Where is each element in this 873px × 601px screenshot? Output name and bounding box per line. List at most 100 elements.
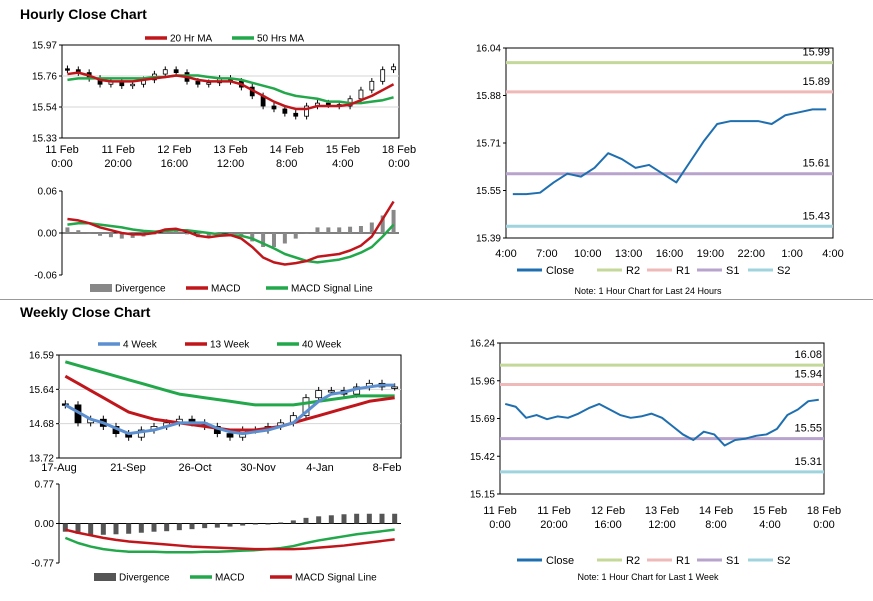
weekly-divergence-bar	[392, 513, 398, 524]
hourly-24h-xtick: 19:00	[697, 248, 725, 260]
hourly-24h-legend-label: R2	[626, 265, 640, 277]
hourly-price-candle	[391, 66, 396, 71]
weekly-macd-ytick-label: 0.00	[35, 519, 55, 530]
hourly-divergence-bar	[239, 233, 244, 236]
weekly-divergence-bar	[176, 523, 182, 531]
hourly-24h-frame	[505, 47, 834, 239]
hourly-legend-ma20-label: 20 Hr MA	[170, 34, 213, 45]
weekly-40w-line	[64, 360, 395, 407]
weekly-1w-r1-label: 15.94	[794, 369, 822, 381]
weekly-1w-legend-label: S1	[726, 555, 739, 567]
hourly-price-xtick: 11 Feb	[101, 144, 134, 156]
weekly-divergence-bar	[354, 513, 360, 524]
weekly-1w-ytick-label: 15.42	[470, 452, 495, 463]
weekly-divergence-bar	[278, 522, 284, 524]
weekly-divergence-bar	[227, 523, 233, 527]
weekly-divergence-bar	[88, 523, 94, 535]
hourly-macd-legend-divergence-swatch	[90, 284, 112, 292]
hourly-macd-ytick-label: 0.00	[38, 229, 58, 240]
hourly-price-candle	[358, 89, 364, 100]
hourly-divergence-bar	[380, 215, 385, 233]
hourly-price-xtick: 15 Feb	[326, 144, 360, 156]
hourly-divergence-bar	[326, 227, 331, 233]
weekly-price-candle	[226, 433, 234, 438]
weekly-1w-legend-label: R1	[676, 555, 690, 567]
hourly-divergence-bar	[315, 227, 320, 233]
hourly-price-candle	[304, 105, 309, 117]
weekly-price-ytick-label: 13.72	[29, 454, 54, 465]
hourly-divergence-bar	[348, 226, 353, 233]
hourly-24h-ytick-label: 15.71	[476, 139, 501, 150]
weekly-1w-legend-label: R2	[626, 555, 640, 567]
hourly-price-candle	[173, 69, 179, 74]
weekly-1w-legend-label: Close	[546, 555, 574, 567]
weekly-divergence-bar	[316, 516, 322, 524]
hourly-price-ytick-label: 15.54	[32, 103, 57, 114]
hourly-divergence-bar	[261, 233, 266, 247]
weekly-price-candle	[391, 386, 399, 389]
weekly-1w-xtick: 13 Feb	[645, 505, 679, 517]
hourly-divergence-bar	[174, 231, 179, 233]
hourly-24h-ytick-label: 15.39	[476, 234, 501, 245]
hourly-24h-ytick-label: 16.04	[476, 44, 501, 55]
weekly-13w-line	[64, 374, 395, 432]
weekly-1w-ytick-label: 15.69	[470, 414, 495, 425]
weekly-1w-xtick: 0:00	[813, 519, 834, 531]
hourly-macd-ytick-label: -0.06	[34, 271, 57, 282]
hourly-divergence-bar	[304, 233, 309, 234]
weekly-legend-4w-label: 4 Week	[123, 340, 158, 351]
hourly-macd-legend-signal-label: MACD Signal Line	[291, 284, 373, 295]
weekly-divergence-bar	[138, 523, 144, 533]
weekly-price-ytick-label: 15.64	[29, 385, 54, 396]
hourly-price-xtick: 4:00	[332, 158, 353, 170]
hourly-24h-legend-label: Close	[546, 265, 574, 277]
weekly-1w-r2-label: 16.08	[794, 349, 822, 361]
weekly-1w-ytick-label: 15.96	[470, 376, 495, 387]
weekly-divergence-bar	[100, 523, 106, 535]
weekly-1w-xtick: 11 Feb	[537, 505, 570, 517]
hourly-price-candle	[195, 80, 201, 85]
hourly-price-candle	[369, 80, 375, 91]
hourly-price-xtick: 11 Feb	[45, 144, 78, 156]
hourly-24h-xtick: 4:00	[495, 248, 516, 260]
hourly-price-xtick: 20:00	[104, 158, 132, 170]
hourly-divergence-bar	[358, 226, 363, 233]
hourly-macd-ytick-label: 0.06	[38, 187, 58, 198]
hourly-divergence-bar	[271, 233, 276, 247]
weekly-section-title: Weekly Close Chart	[20, 304, 151, 320]
hourly-24h-s1-label: 15.61	[802, 158, 830, 170]
weekly-1w-legend-label: S2	[777, 555, 790, 567]
hourly-price-ytick-label: 15.33	[32, 134, 57, 145]
hourly-price-xtick: 14 Feb	[270, 144, 304, 156]
hourly-price-xtick: 16:00	[161, 158, 189, 170]
weekly-divergence-bar	[379, 513, 385, 524]
hourly-price-candle	[130, 83, 136, 87]
hourly-24h-note: Note: 1 Hour Chart for Last 24 Hours	[574, 286, 722, 296]
hourly-24h-xtick: 22:00	[737, 248, 765, 260]
weekly-1w-xtick: 12:00	[648, 519, 676, 531]
hourly-ma50-line	[67, 74, 394, 105]
hourly-divergence-bar	[163, 231, 168, 233]
weekly-1w-close-line	[504, 398, 819, 447]
weekly-divergence-bar	[290, 520, 296, 524]
weekly-1w-xtick: 8:00	[705, 519, 726, 531]
hourly-price-ytick-label: 15.97	[32, 41, 57, 52]
hourly-price-xtick: 18 Feb	[382, 144, 416, 156]
weekly-1w-s2-label: 15.31	[794, 456, 822, 468]
hourly-divergence-bar	[337, 227, 342, 233]
weekly-price-candle	[315, 390, 323, 399]
weekly-divergence-bar	[366, 513, 372, 524]
weekly-macd-legend-divergence-label: Divergence	[119, 573, 170, 584]
hourly-divergence-bar	[76, 230, 81, 233]
weekly-1w-xtick: 14 Feb	[699, 505, 733, 517]
weekly-macd-signal-line	[65, 528, 395, 551]
hourly-24h-s2-label: 15.43	[802, 210, 830, 222]
weekly-divergence-bar	[62, 523, 68, 532]
hourly-price-candle	[325, 102, 331, 106]
weekly-price-ytick-label: 16.59	[29, 351, 54, 362]
hourly-section-title: Hourly Close Chart	[20, 6, 147, 22]
hourly-macd-line	[67, 200, 395, 266]
hourly-24h-legend-label: R1	[676, 265, 690, 277]
hourly-price-candle	[162, 69, 168, 75]
